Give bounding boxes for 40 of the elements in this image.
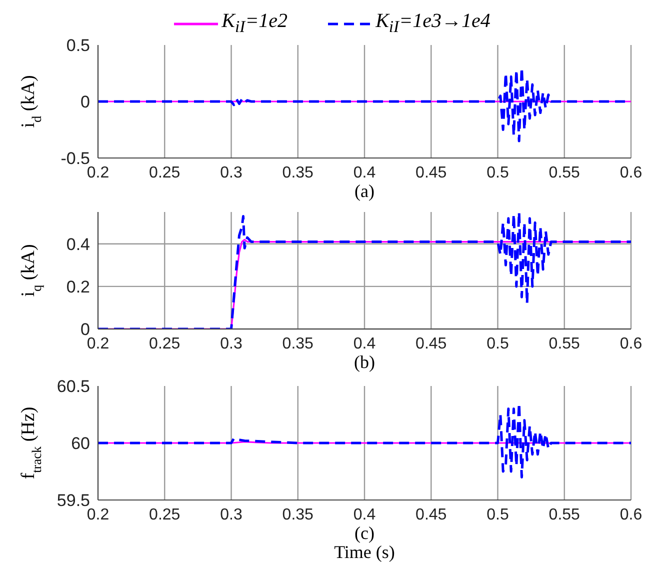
x-tick-label: 0.5 [486,335,509,352]
x-tick-label: 0.35 [282,506,314,524]
x-tick-label: 0.25 [149,335,180,352]
x-tick-label: 0.55 [548,335,580,352]
text: (c) [354,523,376,543]
x-tick-label: 0.45 [416,506,447,524]
y-tick-label: 0 [80,320,90,340]
x-tick-label: 0.35 [282,335,314,352]
x-tick-label: 0.6 [620,506,642,524]
x-tick-label: 0.4 [353,335,376,352]
x-tick-label: 0.5 [486,506,509,524]
text: (a) [354,181,376,201]
y-tick-label: 0.4 [66,234,90,254]
line-series [98,212,631,329]
y-tick-label: 0.5 [66,36,90,56]
x-tick-label: 0.5 [486,164,509,182]
x-tick-label: 0.3 [220,335,242,352]
x-tick-label: 0.55 [548,164,580,182]
x-tick-label: 0.35 [282,164,314,182]
x-tick-label: 0.25 [149,506,180,524]
x-tick-label: 0.3 [220,506,242,524]
y-tick-label: 0.2 [66,277,90,296]
text: (b) [353,352,376,372]
x-tick-label: 0.3 [220,164,242,182]
x-tick-label: 0.55 [548,506,580,524]
x-tick-label: 0.4 [353,506,376,524]
y-tick-label: 0 [80,92,90,112]
y-tick-label: 60 [71,434,90,454]
x-tick-label: 0.4 [353,164,376,182]
x-tick-label: 0.45 [416,335,447,352]
y-tick-label: 60.5 [56,377,90,396]
legend-label: K$_{iI}$=1e3→1e4 [376,10,490,37]
x-tick-label: 0.45 [416,164,447,182]
legend-label: K$_{iI}$=1e2 [222,10,288,37]
x-tick-label: 0.25 [149,164,180,182]
y-tick-label: 59.5 [56,491,90,510]
x-tick-label: 0.6 [620,335,642,352]
y-tick-label: -0.5 [60,149,90,168]
x-axis-title: Time (s) [333,542,396,562]
x-tick-label: 0.6 [620,164,642,182]
